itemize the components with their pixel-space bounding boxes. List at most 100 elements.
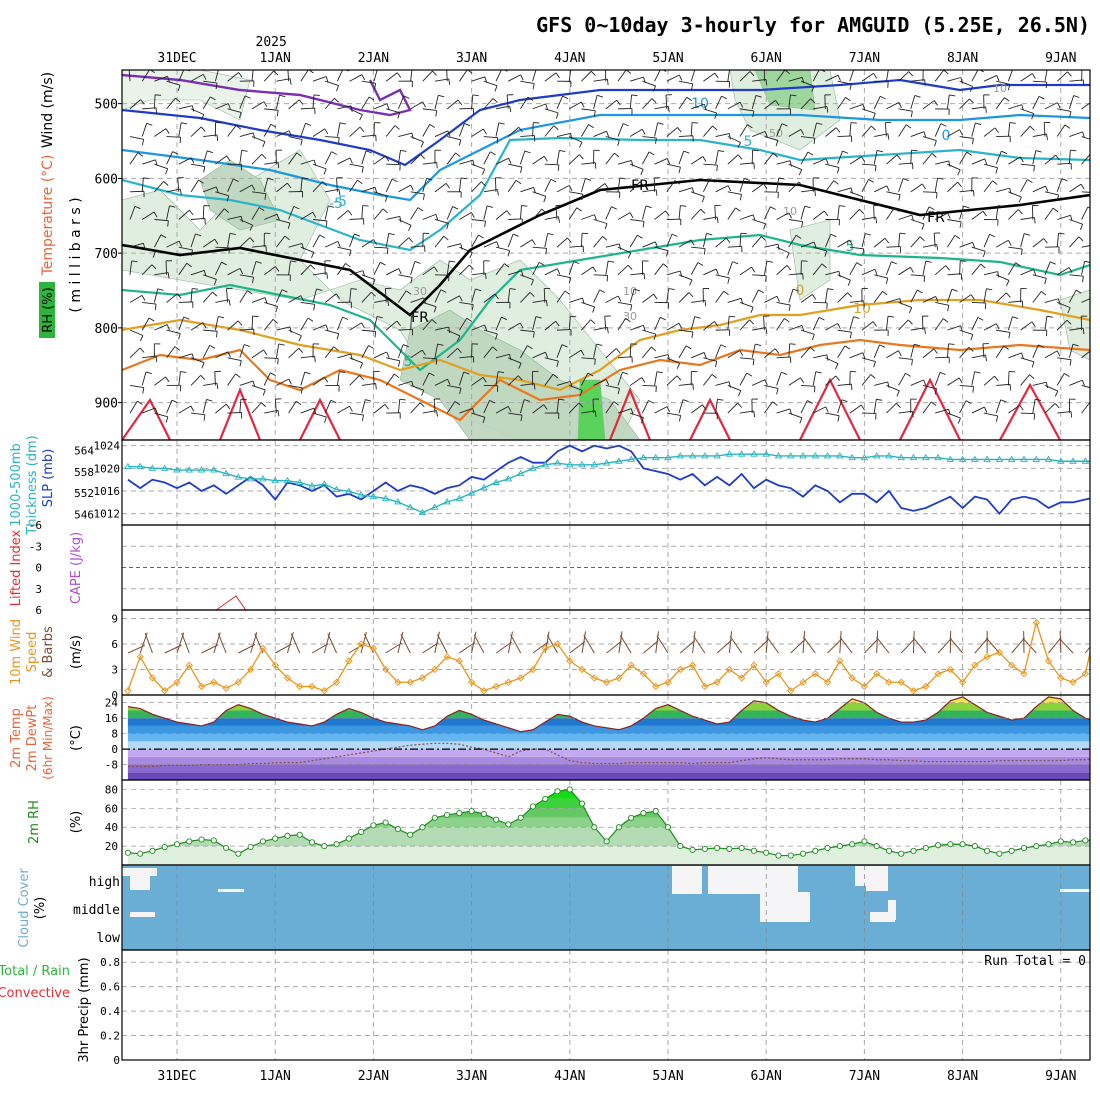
wind-speed-point [639, 670, 648, 678]
wind-barb-flag [334, 97, 340, 103]
run-total: Run Total = 0 [984, 954, 1086, 969]
wind-barb [678, 205, 681, 220]
wind-barb-flag [753, 410, 755, 418]
wind-barb [300, 407, 315, 414]
wind-barb-flag [752, 359, 755, 366]
wind-barb-flag [326, 272, 328, 279]
wind-barb-flag [179, 189, 182, 196]
thickness-point [259, 475, 267, 482]
wind-barb [947, 129, 960, 137]
wind-barb-flag [654, 241, 658, 248]
wind-barb-flag [923, 131, 927, 138]
wind-barb-flag [165, 128, 170, 134]
wind-speed-point [247, 665, 255, 674]
wind-speed-point [750, 661, 758, 669]
wind-barb-flag [849, 332, 852, 339]
wind-barb [1056, 71, 1068, 82]
rh-point [284, 832, 291, 839]
wind-barb-flag [422, 193, 425, 200]
wind-barb-flag [671, 233, 678, 237]
wind-barb-flag [898, 350, 902, 357]
wind-barb-flag [252, 380, 256, 387]
wind-barb [177, 177, 180, 192]
wind-barb-flag [772, 152, 779, 158]
slp-frame [121, 439, 1091, 526]
wind-barb-flag [830, 233, 837, 238]
wind-barb-flag [1019, 404, 1024, 411]
wind-barb [154, 324, 168, 331]
wind-barb-flag [811, 334, 815, 341]
temp-tick: 8 [111, 728, 118, 741]
wind-barb-flag [653, 333, 657, 340]
wind-barb-flag [202, 322, 207, 329]
wind-barb [922, 206, 930, 220]
wind-barb [971, 302, 986, 304]
wind-barb-flag [1064, 124, 1071, 129]
wind-barb [507, 233, 514, 248]
thickness-point [467, 489, 476, 496]
wind-barb-flag [907, 319, 913, 325]
wind-barb [642, 151, 650, 165]
wind-barb [655, 631, 660, 654]
wind-barb [214, 70, 219, 82]
wind-barb-flag [1093, 349, 1097, 354]
wind-barb-flag [200, 114, 205, 121]
wind-barb-flag [183, 316, 190, 320]
wind-barb-flag [408, 225, 412, 231]
wind-barb [165, 260, 168, 275]
wind-speed-point [823, 678, 832, 686]
wind-speed-point [345, 657, 353, 665]
wind-barb [361, 399, 366, 414]
wind-barb [691, 299, 706, 303]
rh-point [849, 841, 856, 848]
wind-barb [617, 246, 632, 254]
top-date-label: 9JAN [1045, 51, 1076, 66]
wind-barb [605, 401, 615, 414]
wind-barb [1020, 73, 1033, 82]
wind10-label: 10m Wind [9, 619, 24, 685]
wind-barb [874, 80, 889, 83]
wind-barb [201, 644, 219, 654]
cloud-units: (%) [33, 897, 48, 920]
wind-barb-flag [203, 270, 207, 277]
wind-barb-flag [142, 387, 145, 394]
wind-barb-flag [445, 183, 450, 189]
wind-barb [751, 344, 756, 358]
cloud-level-label: middle [73, 903, 120, 918]
wind-barb [666, 270, 681, 276]
wind-barb [459, 641, 476, 654]
wind-barb [1057, 214, 1071, 220]
wind-barb [141, 264, 153, 276]
wind-barb-flag [240, 216, 243, 223]
wind-barb-flag [313, 94, 320, 96]
wind-barb-flag [959, 129, 963, 136]
wind-barb-flag [1087, 206, 1090, 209]
wind-speed-point [652, 682, 660, 691]
wind-barb [373, 262, 381, 276]
wind-speed-point [222, 684, 230, 692]
wind-barb [251, 245, 266, 248]
wind-barb-flag [527, 345, 533, 350]
wind-barb [592, 399, 595, 414]
wind-barb-flag [486, 205, 494, 208]
wind-barb [1094, 372, 1099, 385]
wind-barb [971, 210, 984, 220]
rh-point [738, 844, 745, 852]
wind-barb [678, 274, 693, 281]
wind-barb-flag [761, 236, 767, 241]
wind-barb [922, 100, 935, 110]
wind-barb [763, 260, 768, 275]
wind-barb [276, 130, 290, 137]
wind-barb-flag [368, 345, 374, 349]
wind-barb [154, 128, 167, 137]
wind-barb [410, 207, 419, 220]
wind-barb [276, 78, 291, 82]
rh-point [223, 844, 230, 852]
wind-speed-point [713, 678, 721, 686]
wind-barb-flag [398, 268, 402, 275]
wind-barb [727, 207, 736, 220]
wind-barb [520, 135, 535, 137]
wind-barb [959, 294, 972, 303]
wind-barb [934, 177, 938, 192]
wind-barb [471, 234, 479, 248]
